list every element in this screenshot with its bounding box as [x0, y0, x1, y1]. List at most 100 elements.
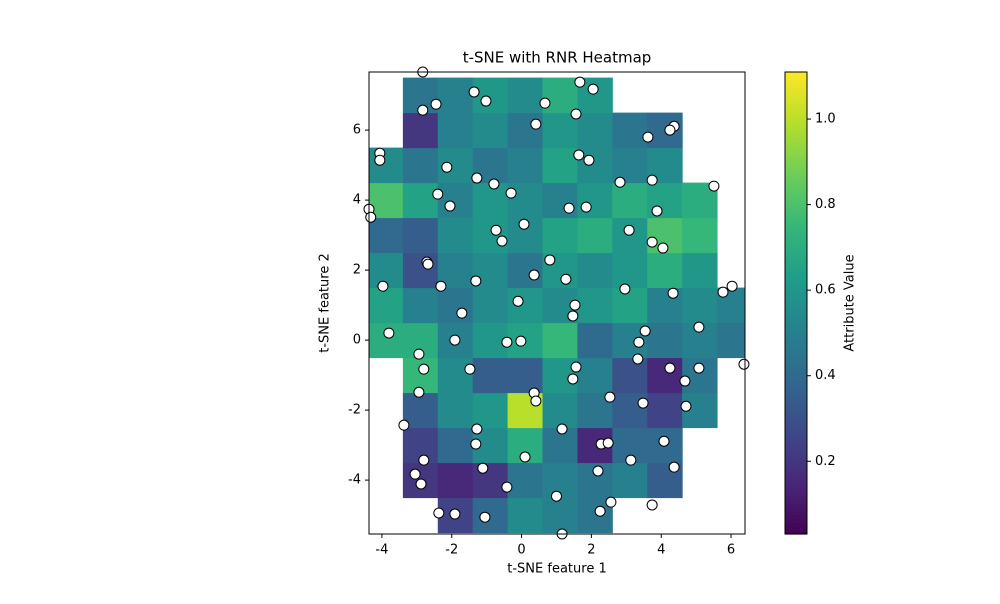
point [570, 361, 582, 373]
colorbar-slice [785, 122, 807, 127]
point [464, 363, 476, 375]
point [602, 437, 614, 449]
heat-cell [647, 392, 683, 429]
colorbar-slice [785, 418, 807, 423]
colorbar-slice [785, 83, 807, 88]
heat-cell [542, 217, 578, 254]
colorbar-slice [785, 137, 807, 142]
point [418, 363, 430, 375]
point [501, 481, 513, 493]
heat-cell [472, 497, 509, 534]
point [664, 362, 676, 374]
heat-cell [542, 147, 578, 184]
colorbar-slice [785, 272, 807, 277]
colorbar-slice [785, 514, 807, 520]
heat-cell [612, 252, 648, 289]
point [639, 325, 651, 337]
colorbar-slice [785, 530, 807, 535]
colorbar-slice [785, 179, 807, 185]
colorbar-slice [785, 98, 807, 104]
heat-cell [472, 77, 509, 114]
point [708, 180, 720, 192]
point [512, 295, 524, 307]
colorbar-slice [785, 460, 807, 466]
colorbar-slice [785, 156, 807, 162]
colorbar-slice [785, 187, 807, 192]
colorbar-slice [785, 202, 807, 208]
colorbar-slice [785, 237, 807, 242]
colorbar-slice [785, 406, 807, 412]
heat-cell [369, 182, 404, 219]
colorbar-slice [785, 322, 807, 327]
point [444, 200, 456, 212]
colorbar-slice [785, 118, 807, 123]
colorbar-slice [785, 499, 807, 504]
colorbar-slice [785, 87, 807, 92]
heat-cell [542, 392, 578, 429]
point [477, 462, 489, 474]
point [646, 174, 658, 186]
colorbar-slice [785, 395, 807, 400]
colorbar-slice [785, 437, 807, 443]
point [417, 104, 429, 116]
colorbar-slice [785, 522, 807, 527]
point [530, 118, 542, 130]
heat-cell [369, 217, 404, 254]
x-tick-label: -2 [445, 543, 458, 558]
colorbar-slice [785, 102, 807, 108]
point [583, 154, 595, 166]
point [633, 336, 645, 348]
colorbar-slice [785, 453, 807, 458]
colorbar-slice [785, 252, 807, 258]
point [573, 149, 585, 161]
colorbar-slice [785, 341, 807, 346]
point [490, 224, 502, 236]
heat-cell [437, 182, 474, 219]
colorbar-slice [785, 414, 807, 420]
heat-cell [542, 112, 578, 149]
colorbar-frame [784, 71, 808, 535]
point [430, 98, 442, 110]
point [365, 211, 377, 223]
colorbar-slice [785, 441, 807, 447]
colorbar-slice [785, 279, 807, 285]
point [550, 490, 562, 502]
point [433, 507, 445, 519]
colorbar-slice [785, 360, 807, 366]
heat-cell [507, 252, 544, 289]
y-tick-label: 4 [353, 193, 361, 208]
colorbar-slice [785, 403, 807, 408]
point [528, 269, 540, 281]
heat-cell [612, 462, 648, 499]
heat-cell [577, 182, 613, 219]
colorbar-tick-label: 0.4 [815, 368, 836, 383]
y-tick-label: -2 [348, 403, 361, 418]
heat-cell [369, 287, 404, 324]
heat-cell [507, 462, 544, 499]
point [518, 218, 530, 230]
point [470, 275, 482, 287]
colorbar-slice [785, 318, 807, 323]
heat-cell [507, 77, 544, 114]
heat-cell [369, 322, 404, 359]
colorbar-slice [785, 510, 807, 516]
point [657, 242, 669, 254]
point [587, 83, 599, 95]
heat-cell [402, 112, 439, 149]
heat-cell [402, 217, 439, 254]
point [471, 172, 483, 184]
heat-cell [577, 112, 613, 149]
point [569, 299, 581, 311]
point [418, 454, 430, 466]
point [679, 375, 691, 387]
colorbar-slice [785, 125, 807, 131]
point [668, 461, 680, 473]
colorbar-slice [785, 160, 807, 165]
point [693, 362, 705, 374]
colorbar-slice [785, 210, 807, 216]
colorbar-slice [785, 480, 807, 485]
heat-cell [472, 287, 509, 324]
colorbar-slice [785, 152, 807, 158]
colorbar-slice [785, 495, 807, 500]
heat-cell [682, 252, 718, 289]
